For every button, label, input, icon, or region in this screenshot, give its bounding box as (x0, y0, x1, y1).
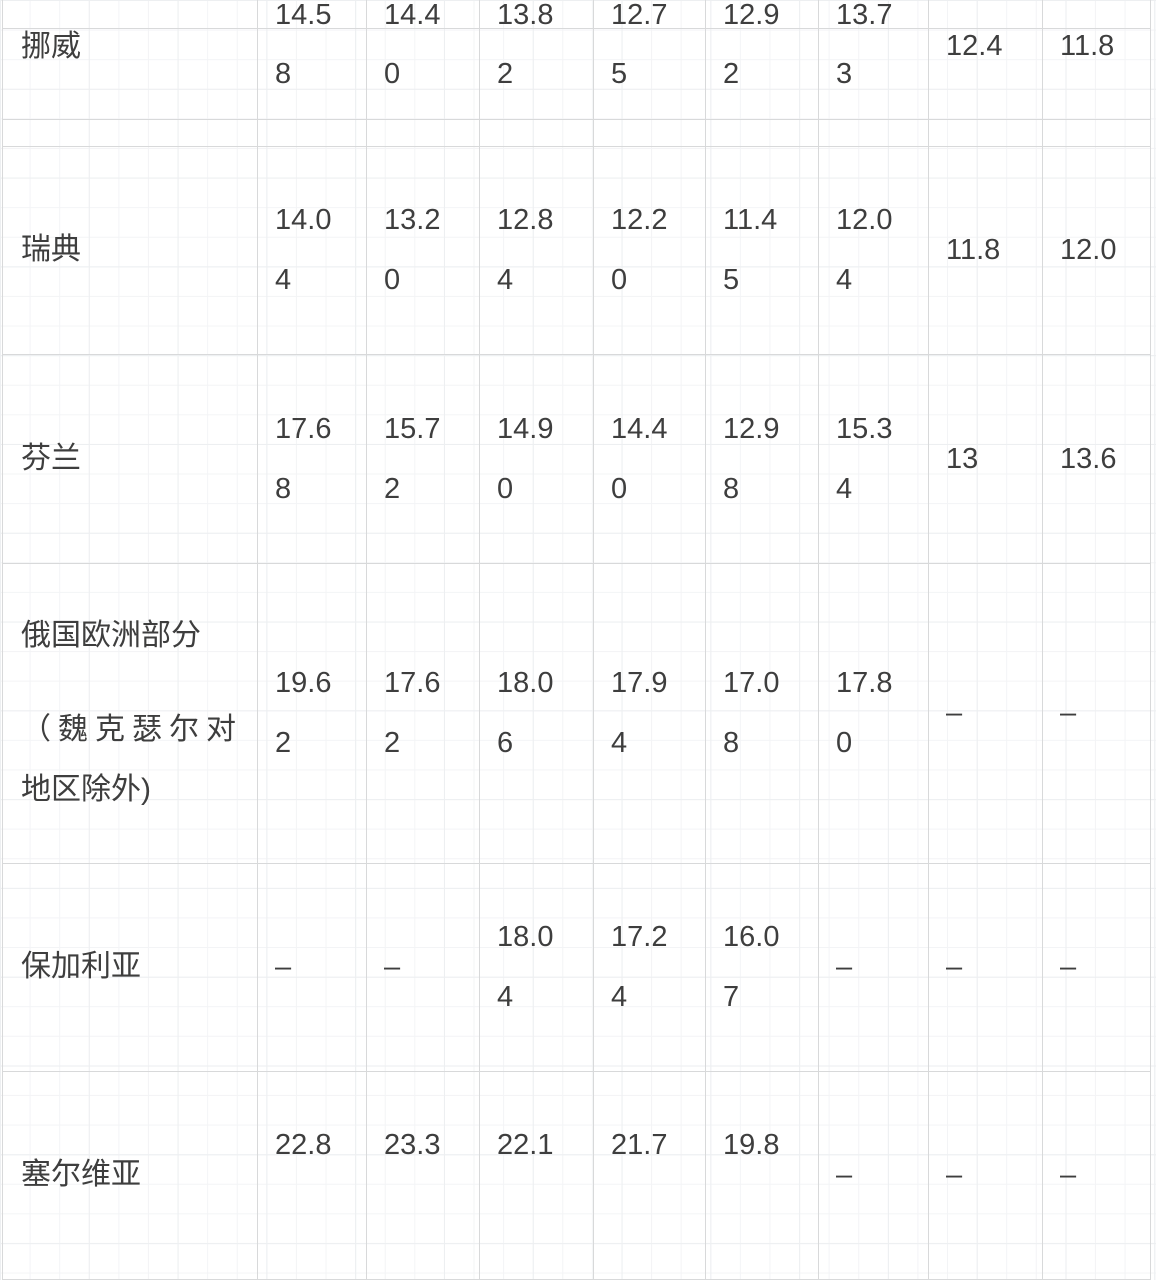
value-cell-norway-c2: 0 (366, 27, 480, 120)
value-cell-serbia-c4: 21.7 (593, 1070, 706, 1280)
value-cell-sweden-c2: 13.2 0 (366, 145, 480, 355)
table-row-serbia: 塞尔维亚 22.8 23.3 22.1 21.7 19.8– – – (2, 1070, 1151, 1280)
value-cell-bulgaria-c8: – (1042, 862, 1151, 1072)
value-cell-serbia-c2: 23.3 (366, 1070, 480, 1280)
label-line-russia-1: 俄国欧洲部分 (21, 619, 201, 652)
value-cell-bulgaria-c2: – (366, 862, 480, 1072)
value-cell-finland-c3: 14.9 0 (479, 353, 594, 564)
value-cell-norway-top-fragment-c6: 13.7 (818, 0, 929, 29)
row-label-sweden: 瑞典 (2, 145, 258, 355)
value-cell-norway-c7: 12.4 (928, 27, 1043, 120)
value-cell-finland-c1: 17.6 8 (257, 353, 367, 564)
value-cell-norway-c6: 3 (818, 27, 929, 120)
value-cell-norway-top-fragment-c8 (1042, 0, 1151, 29)
value-cell-serbia-c8: – (1042, 1070, 1151, 1280)
value-cell-sweden-c4: 12.2 0 (593, 145, 706, 355)
value-cell-norway-c5: 2 (705, 27, 819, 120)
value-cell-bulgaria-c5: 16.0 7 (705, 862, 819, 1072)
value-cell-norway-c3: 2 (479, 27, 594, 120)
value-cell-finland-c8: 13.6 (1042, 353, 1151, 564)
value-cell-norway-top-fragment-c7 (928, 0, 1043, 29)
table-row-norway: 挪威 8 0 2 5 2 3 12.4 11.8 (2, 27, 1151, 120)
table-row-sweden: 瑞典 14.0 4 13.2 0 12.8 4 12.2 0 11.4 5 12.0 4 11… (2, 145, 1151, 355)
value-cell-bulgaria-c6: – (818, 862, 929, 1072)
value-cell-finland-c2: 15.7 2 (366, 353, 480, 564)
table-row-norway-top-fragment: 14.5 14.4 13.8 12.7 12.9 13.7 (2, 0, 1151, 29)
value-cell-sweden-c1: 14.0 4 (257, 145, 367, 355)
table-row-bulgaria: 保加利亚 – –18.0 4 17.2 4 16.0 7– – – (2, 862, 1151, 1072)
value-cell-russia-c3: 18.0 6 (479, 562, 594, 864)
value-cell-russia-c5: 17.0 8 (705, 562, 819, 864)
row-label-norway: 挪威 (2, 27, 258, 120)
value-cell-russia-c8: – (1042, 562, 1151, 864)
value-cell-serbia-c3: 22.1 (479, 1070, 594, 1280)
value-cell-bulgaria-c4: 17.2 4 (593, 862, 706, 1072)
table-row-russia: 俄国欧洲部分 （魏克瑟尔对 地区除外) 19.6 2 17.6 2 18.0 6 17.9 … (2, 562, 1151, 864)
value-cell-bulgaria-c7: – (928, 862, 1043, 1072)
value-cell-serbia-c1: 22.8 (257, 1070, 367, 1280)
value-cell-spacer-c7 (928, 118, 1043, 147)
value-cell-norway-c4: 5 (593, 27, 706, 120)
value-cell-russia-c7: – (928, 562, 1043, 864)
table-row-finland: 芬兰 17.6 8 15.7 2 14.9 0 14.4 0 12.9 8 15.3 4 13… (2, 353, 1151, 564)
value-cell-finland-c4: 14.4 0 (593, 353, 706, 564)
row-label-serbia: 塞尔维亚 (2, 1070, 258, 1280)
value-cell-russia-c2: 17.6 2 (366, 562, 480, 864)
value-cell-norway-top-fragment-c2: 14.4 (366, 0, 480, 29)
value-cell-bulgaria-c1: – (257, 862, 367, 1072)
value-cell-spacer-c8 (1042, 118, 1151, 147)
value-cell-russia-c1: 19.6 2 (257, 562, 367, 864)
value-cell-spacer-c2 (366, 118, 480, 147)
value-cell-russia-c6: 17.8 0 (818, 562, 929, 864)
value-cell-serbia-c6: – (818, 1070, 929, 1280)
value-cell-norway-top-fragment-c4: 12.7 (593, 0, 706, 29)
value-cell-norway-c1: 8 (257, 27, 367, 120)
row-label-norway-top-fragment (2, 0, 258, 29)
row-label-finland: 芬兰 (2, 353, 258, 564)
value-cell-norway-c8: 11.8 (1042, 27, 1151, 120)
value-cell-sweden-c3: 12.8 4 (479, 145, 594, 355)
value-cell-spacer-c3 (479, 118, 594, 147)
value-cell-spacer-c1 (257, 118, 367, 147)
value-cell-sweden-c5: 11.4 5 (705, 145, 819, 355)
value-cell-norway-top-fragment-c3: 13.8 (479, 0, 594, 29)
value-cell-spacer-c4 (593, 118, 706, 147)
value-cell-finland-c6: 15.3 4 (818, 353, 929, 564)
label-line-russia-3: 地区除外) (21, 773, 151, 806)
value-cell-bulgaria-c3: 18.0 4 (479, 862, 594, 1072)
value-cell-spacer-c5 (705, 118, 819, 147)
row-label-russia: 俄国欧洲部分 （魏克瑟尔对 地区除外) (2, 562, 258, 864)
value-cell-finland-c7: 13 (928, 353, 1043, 564)
value-cell-sweden-c6: 12.0 4 (818, 145, 929, 355)
value-cell-serbia-c5: 19.8 (705, 1070, 819, 1280)
label-line-russia-2: （魏克瑟尔对 (21, 713, 243, 746)
value-cell-russia-c4: 17.9 4 (593, 562, 706, 864)
row-label-spacer (2, 118, 258, 147)
value-cell-norway-top-fragment-c1: 14.5 (257, 0, 367, 29)
value-cell-serbia-c7: – (928, 1070, 1043, 1280)
value-cell-finland-c5: 12.9 8 (705, 353, 819, 564)
row-label-bulgaria: 保加利亚 (2, 862, 258, 1072)
value-cell-sweden-c8: 12.0 (1042, 145, 1151, 355)
value-cell-spacer-c6 (818, 118, 929, 147)
value-cell-norway-top-fragment-c5: 12.9 (705, 0, 819, 29)
table-row-spacer (2, 118, 1151, 147)
value-cell-sweden-c7: 11.8 (928, 145, 1043, 355)
